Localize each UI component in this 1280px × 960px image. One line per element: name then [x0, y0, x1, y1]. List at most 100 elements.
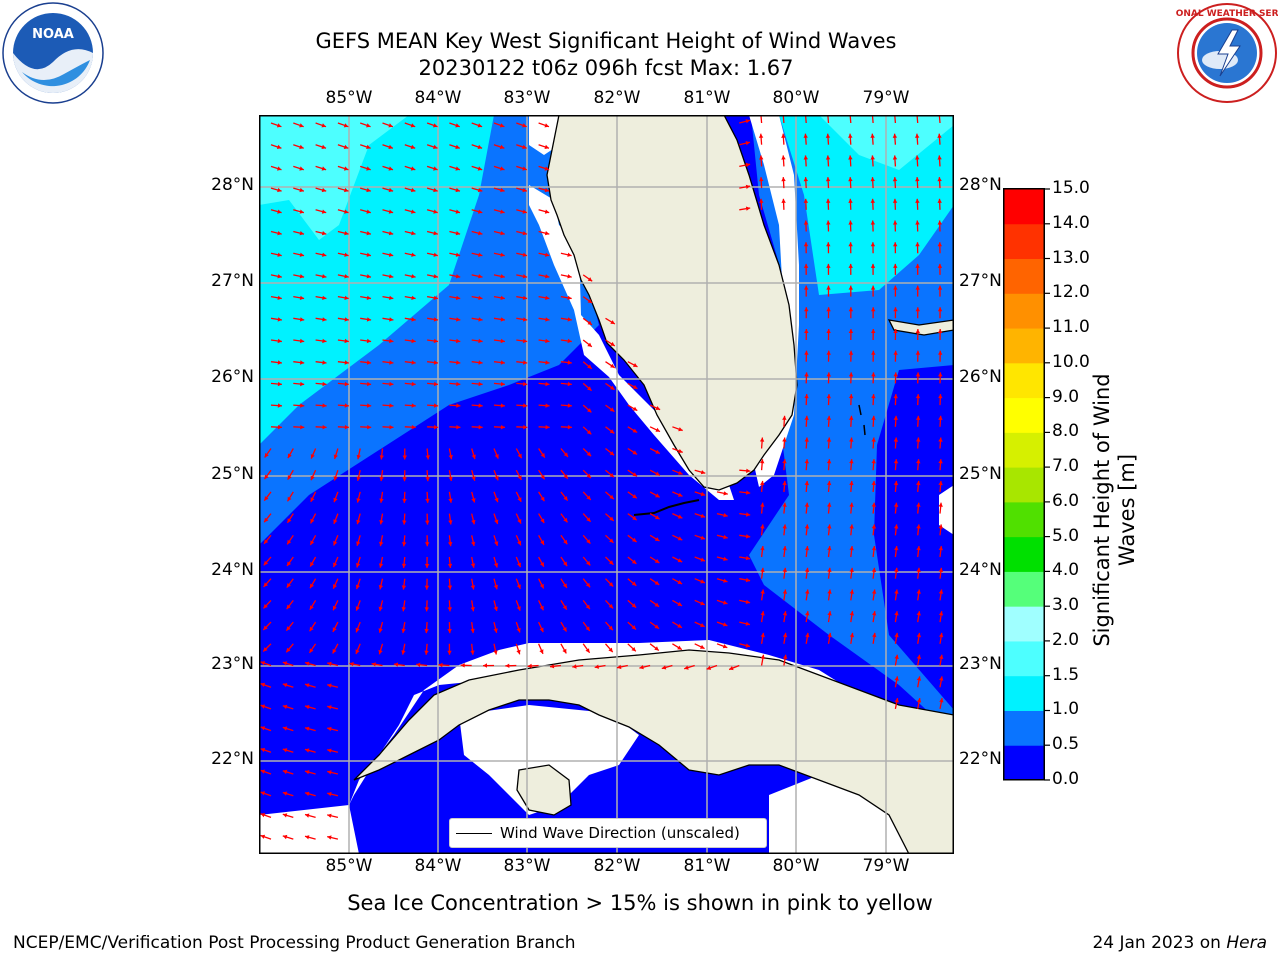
wave-direction-arrow [355, 578, 361, 590]
wave-direction-arrow [582, 274, 593, 282]
wave-direction-arrow [359, 122, 371, 128]
wave-direction-arrow [937, 263, 943, 275]
wave-direction-arrow [308, 643, 317, 654]
wave-direction-arrow [871, 350, 876, 362]
wave-direction-arrow [870, 242, 876, 254]
wave-direction-arrow [538, 165, 550, 171]
wave-direction-arrow [848, 242, 853, 254]
wave-direction-arrow [939, 632, 944, 644]
wave-direction-arrow [470, 578, 476, 590]
wave-direction-arrow [804, 459, 809, 471]
wave-direction-arrow [327, 835, 339, 840]
wave-direction-arrow [560, 578, 568, 589]
wave-direction-arrow [425, 448, 430, 460]
wave-direction-arrow [649, 491, 661, 498]
wave-direction-arrow [672, 491, 683, 497]
wave-direction-arrow [304, 770, 316, 775]
wave-direction-arrow [310, 491, 317, 503]
wave-direction-arrow [379, 448, 384, 460]
wave-direction-arrow [649, 643, 660, 652]
wave-direction-arrow [560, 491, 569, 501]
wave-direction-arrow [538, 621, 544, 633]
wave-direction-arrow [739, 643, 751, 648]
wave-direction-arrow [471, 360, 483, 365]
wave-direction-arrow [870, 133, 875, 145]
wave-direction-arrow [782, 502, 787, 514]
wave-direction-arrow [404, 425, 416, 430]
wave-direction-arrow [378, 600, 384, 612]
wave-direction-arrow [871, 589, 877, 601]
wave-direction-arrow [337, 209, 349, 214]
wave-direction-arrow [270, 144, 282, 149]
wave-direction-arrow [538, 252, 550, 257]
wave-height-map [259, 115, 954, 854]
wave-direction-arrow [426, 295, 439, 300]
wave-direction-arrow [310, 469, 317, 481]
wave-direction-arrow [282, 791, 294, 797]
wave-direction-arrow [427, 338, 439, 344]
footer-date-text: 24 Jan 2023 on [1092, 933, 1227, 953]
wave-direction-arrow [438, 662, 450, 668]
wave-direction-arrow [471, 187, 483, 193]
wave-direction-arrow [739, 599, 751, 604]
wave-direction-arrow [782, 567, 787, 579]
wave-direction-arrow [449, 252, 461, 257]
wave-direction-arrow [360, 274, 372, 279]
wave-direction-arrow [401, 643, 406, 655]
wave-direction-arrow [337, 403, 349, 408]
wave-direction-arrow [649, 513, 660, 520]
wave-direction-arrow [293, 295, 305, 300]
wave-direction-arrow [471, 425, 483, 430]
wave-direction-arrow [937, 133, 942, 145]
wave-direction-arrow [649, 578, 660, 586]
wave-direction-arrow [360, 295, 372, 300]
wave-direction-arrow [333, 469, 339, 481]
chart-subtitle: 20230122 t06z 096h fcst Max: 1.67 [418, 56, 794, 80]
wave-direction-arrow [424, 578, 430, 590]
colorbar-segment [1004, 675, 1044, 711]
wave-direction-arrow [627, 404, 638, 412]
wave-direction-arrow [915, 177, 920, 189]
colorbar-tick-label: 7.0 [1052, 456, 1080, 477]
wave-direction-arrow [560, 556, 568, 567]
lon-label-top: 84°W [414, 88, 462, 108]
wave-direction-arrow [627, 599, 637, 609]
wave-direction-arrow [404, 230, 416, 236]
wave-direction-arrow [315, 317, 327, 322]
wave-direction-arrow [893, 220, 898, 232]
wave-direction-arrow [427, 381, 439, 387]
wave-direction-arrow [285, 621, 294, 632]
wave-direction-arrow [760, 632, 765, 644]
wave-direction-arrow [425, 513, 430, 525]
wave-direction-arrow [538, 187, 550, 193]
wave-direction-arrow [538, 274, 550, 279]
wave-direction-arrow [304, 705, 316, 710]
wave-direction-arrow [916, 546, 921, 558]
lat-label-right: 28°N [959, 175, 1002, 195]
wave-direction-arrow [471, 252, 483, 257]
wave-direction-arrow [460, 663, 472, 668]
wave-direction-arrow [260, 661, 272, 667]
wave-direction-arrow [404, 274, 416, 279]
wave-direction-arrow [471, 403, 483, 408]
wave-direction-arrow [382, 165, 394, 171]
wave-direction-arrow [337, 338, 349, 344]
wave-direction-arrow [516, 230, 528, 236]
wave-direction-arrow [471, 448, 476, 460]
wave-direction-arrow [760, 502, 765, 514]
colorbar-tick-label: 10.0 [1052, 351, 1090, 372]
lon-label-bottom: 80°W [772, 856, 820, 876]
wave-direction-arrow [825, 177, 831, 189]
colorbar-tick-label: 4.0 [1052, 560, 1080, 581]
wave-direction-arrow [915, 415, 921, 427]
wave-direction-arrow [270, 381, 282, 387]
wave-direction-arrow [359, 144, 371, 149]
wave-direction-arrow [427, 403, 439, 408]
wave-direction-arrow [870, 198, 875, 210]
wave-direction-arrow [672, 426, 683, 432]
wave-direction-arrow [826, 220, 831, 232]
colorbar-segment [1004, 362, 1044, 399]
wave-direction-arrow [627, 491, 638, 499]
wave-direction-arrow [560, 534, 568, 545]
lon-label-bottom: 81°W [683, 856, 731, 876]
